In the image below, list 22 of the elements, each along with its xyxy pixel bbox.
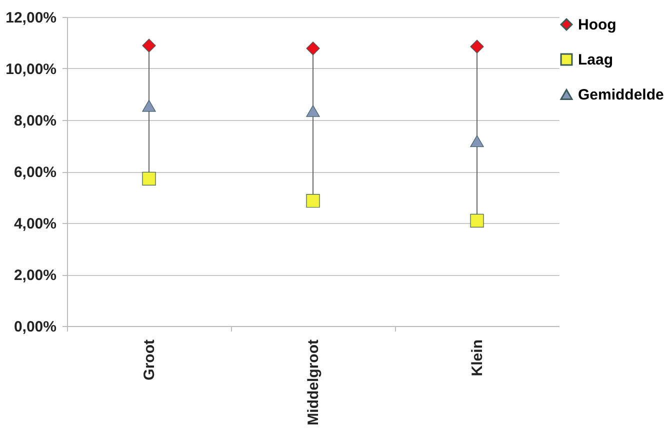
point: [142, 172, 156, 186]
point: [306, 42, 320, 56]
point: [470, 135, 484, 148]
point: [142, 38, 156, 52]
point: [470, 40, 484, 54]
y-tick-label: 12,00%: [6, 10, 56, 26]
legend-label: Laag: [578, 52, 614, 68]
point: [470, 214, 484, 228]
x-tick-label: Groot: [141, 340, 158, 380]
y-tick-label: 0,00%: [14, 318, 56, 336]
point: [306, 105, 320, 117]
legend-label: Gemiddelde: [578, 86, 664, 104]
y-tick-label: 10,00%: [6, 61, 56, 78]
y-tick-label: 4,00%: [14, 216, 56, 232]
y-tick-label: 2,00%: [14, 267, 56, 284]
x-tick-label: Klein: [469, 340, 486, 376]
y-tick-label: 6,00%: [14, 164, 56, 181]
x-tick-label: Middelgroot: [305, 340, 322, 426]
point: [306, 194, 320, 208]
point: [142, 100, 156, 112]
legend-label: Hoog: [578, 16, 616, 34]
y-tick-label: 8,00%: [14, 112, 56, 130]
